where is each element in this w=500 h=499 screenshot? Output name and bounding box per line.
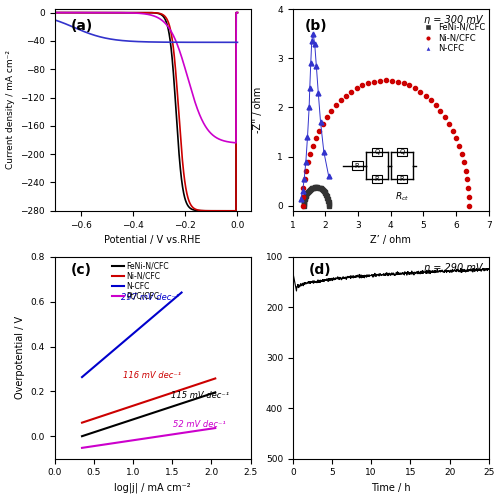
- Legend: FeNi-N/CFC, Ni-N/CFC, N-CFC, Pt/C/CFC: FeNi-N/CFC, Ni-N/CFC, N-CFC, Pt/C/CFC: [112, 261, 169, 302]
- Text: (a): (a): [70, 19, 92, 33]
- Text: 297 mV dec⁻¹: 297 mV dec⁻¹: [121, 293, 180, 302]
- FancyBboxPatch shape: [397, 148, 407, 156]
- Text: η = 290 mV: η = 290 mV: [424, 263, 483, 273]
- Y-axis label: Current density / mA cm⁻²: Current density / mA cm⁻²: [6, 50, 15, 170]
- FancyBboxPatch shape: [372, 175, 382, 184]
- Text: (c): (c): [70, 263, 92, 277]
- X-axis label: log|j| / mA cm⁻²: log|j| / mA cm⁻²: [114, 483, 191, 494]
- Text: R: R: [355, 163, 360, 169]
- Text: 115 mV dec⁻¹: 115 mV dec⁻¹: [170, 391, 228, 400]
- Text: Q: Q: [400, 149, 404, 155]
- Text: -Z'' / ohm: -Z'' / ohm: [252, 87, 262, 133]
- FancyBboxPatch shape: [352, 161, 362, 170]
- Text: R: R: [400, 176, 404, 182]
- X-axis label: Time / h: Time / h: [371, 483, 410, 493]
- X-axis label: Z’ / ohm: Z’ / ohm: [370, 235, 411, 245]
- Text: (d): (d): [308, 263, 331, 277]
- Text: η = 300 mV: η = 300 mV: [424, 15, 483, 25]
- FancyBboxPatch shape: [397, 175, 407, 184]
- FancyBboxPatch shape: [372, 148, 382, 156]
- Legend: FeNi-N/CFC, Ni-N/CFC, N-CFC: FeNi-N/CFC, Ni-N/CFC, N-CFC: [418, 21, 486, 55]
- Text: R: R: [374, 176, 380, 182]
- Text: 116 mV dec⁻¹: 116 mV dec⁻¹: [124, 371, 182, 380]
- Text: $R_{ct}$: $R_{ct}$: [395, 190, 409, 203]
- Y-axis label: Overpotential / V: Overpotential / V: [15, 316, 25, 399]
- Text: 52 mV dec⁻¹: 52 mV dec⁻¹: [173, 420, 226, 429]
- Text: Q: Q: [374, 149, 380, 155]
- Text: (b): (b): [304, 19, 327, 33]
- X-axis label: Potential / V vs.RHE: Potential / V vs.RHE: [104, 235, 201, 245]
